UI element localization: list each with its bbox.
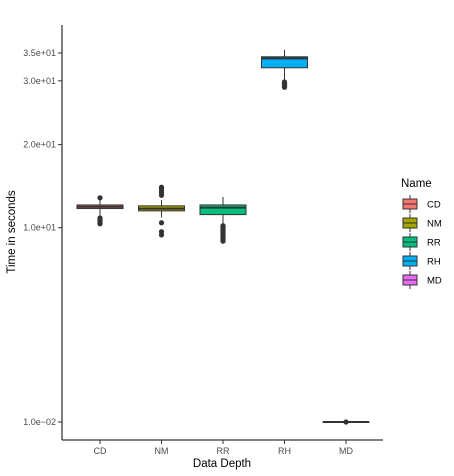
y-tick-label: 1.0e+01 (23, 223, 56, 233)
outlier-point (158, 220, 165, 226)
outlier-point (343, 419, 349, 425)
y-tick-label: 2.0e+01 (23, 140, 56, 150)
legend: CD NM RR RH MD (402, 195, 442, 289)
box-body (261, 56, 308, 69)
legend-title: Name (401, 178, 432, 190)
outlier-point (97, 195, 103, 201)
outlier-point (158, 229, 165, 235)
box-md (322, 419, 370, 425)
outlier-point (97, 215, 103, 221)
x-axis-title: Data Depth (193, 458, 251, 470)
x-tick-label: CD (94, 446, 107, 456)
legend-label: RR (427, 238, 441, 249)
y-tick-label: 1.0e−02 (23, 417, 56, 427)
legend-label: NM (427, 219, 442, 230)
box-body (199, 204, 247, 216)
outlier-point (158, 184, 165, 190)
legend-label: RH (427, 257, 441, 268)
box-cd (76, 195, 124, 227)
legend-item-md: MD (402, 271, 442, 289)
y-tick-label: 3.0e+01 (23, 76, 56, 86)
x-tick-label: MD (339, 446, 353, 456)
y-axis-title: Time in seconds (6, 190, 18, 274)
legend-item-rh: RH (402, 252, 441, 270)
legend-item-rr: RR (402, 233, 441, 251)
box-rh (261, 49, 308, 90)
x-tick-label: NM (155, 446, 169, 456)
legend-item-nm: NM (402, 214, 442, 232)
box-rr (199, 196, 247, 244)
axes: 1.0e−02 1.0e+01 2.0e+01 3.0e+01 3.5e+01 CD NM R… (23, 25, 383, 456)
legend-label: CD (427, 200, 441, 211)
box-nm (138, 184, 185, 238)
outlier-point (220, 223, 226, 229)
legend-item-cd: CD (402, 195, 441, 213)
outlier-point (281, 79, 288, 85)
x-tick-label: RH (278, 446, 291, 456)
plot-area (76, 49, 370, 425)
legend-label: MD (427, 276, 442, 287)
x-tick-label: RR (217, 446, 230, 456)
y-tick-label: 3.5e+01 (23, 48, 56, 58)
